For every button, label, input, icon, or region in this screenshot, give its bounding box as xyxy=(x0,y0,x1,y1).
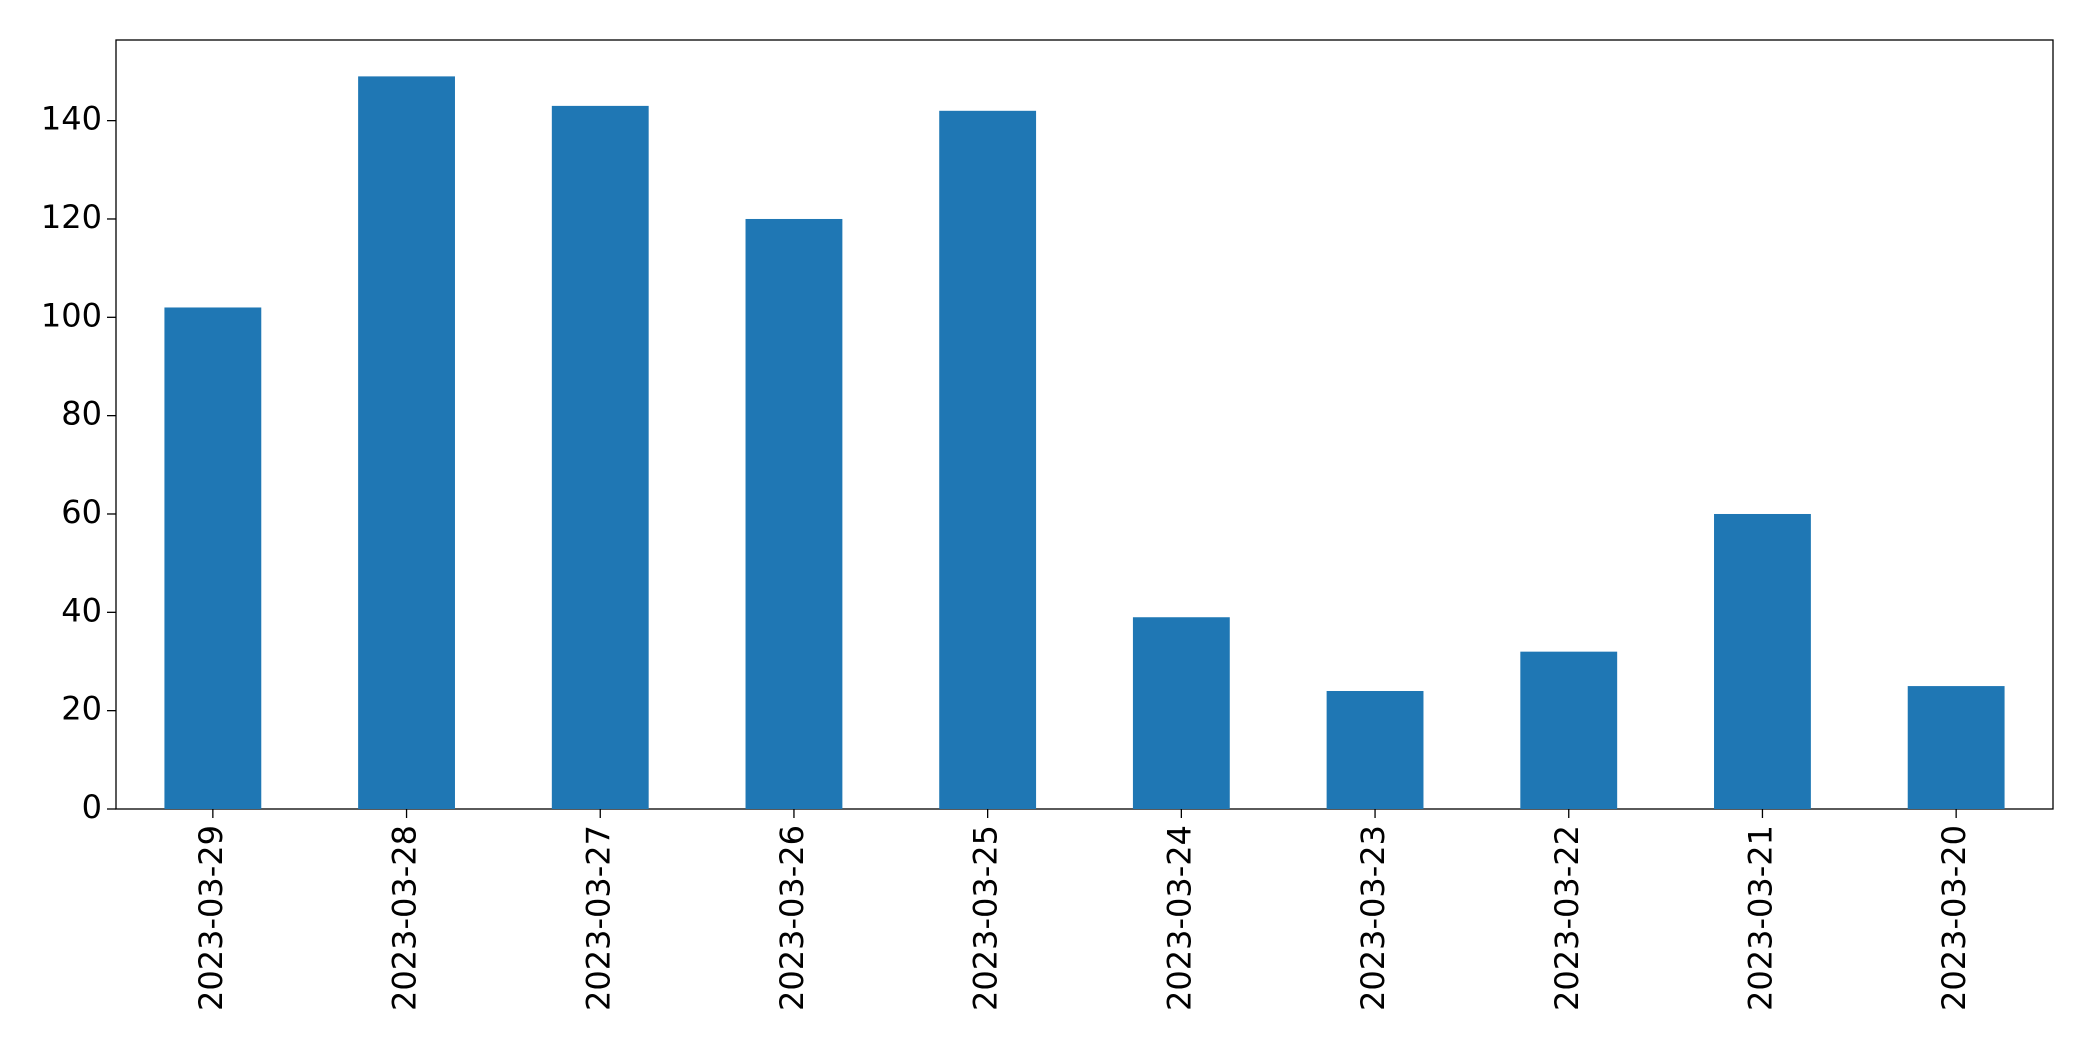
x-tick-label: 2023-03-23 xyxy=(1354,825,1392,1011)
y-tick-label: 80 xyxy=(61,395,102,433)
bar xyxy=(1326,690,1424,809)
x-tick-label: 2023-03-29 xyxy=(192,825,230,1011)
x-tick-label: 2023-03-21 xyxy=(1741,825,1779,1011)
bar xyxy=(1520,651,1618,809)
bar xyxy=(1714,513,1811,809)
x-tick-label: 2023-03-27 xyxy=(579,825,617,1011)
bar xyxy=(358,76,455,810)
y-tick-label: 100 xyxy=(41,296,102,334)
y-tick-label: 120 xyxy=(41,198,102,236)
bar xyxy=(551,105,649,810)
plot-frame xyxy=(115,39,2054,810)
x-tick-label: 2023-03-28 xyxy=(386,825,424,1011)
y-tick-label: 60 xyxy=(61,493,102,531)
x-tick-label: 2023-03-26 xyxy=(773,825,811,1011)
bar xyxy=(1132,617,1230,809)
bar xyxy=(745,218,843,809)
bar xyxy=(1907,686,2005,809)
x-tick-label: 2023-03-24 xyxy=(1160,825,1198,1011)
x-tick-label: 2023-03-20 xyxy=(1935,825,1973,1011)
bar xyxy=(939,110,1037,809)
y-tick-label: 20 xyxy=(61,690,102,728)
y-tick-label: 0 xyxy=(82,788,102,826)
y-tick-label: 140 xyxy=(41,100,102,138)
y-tick-label: 40 xyxy=(61,591,102,629)
bar xyxy=(164,307,262,809)
x-tick-label: 2023-03-25 xyxy=(967,825,1005,1011)
x-tick-label: 2023-03-22 xyxy=(1548,825,1586,1011)
